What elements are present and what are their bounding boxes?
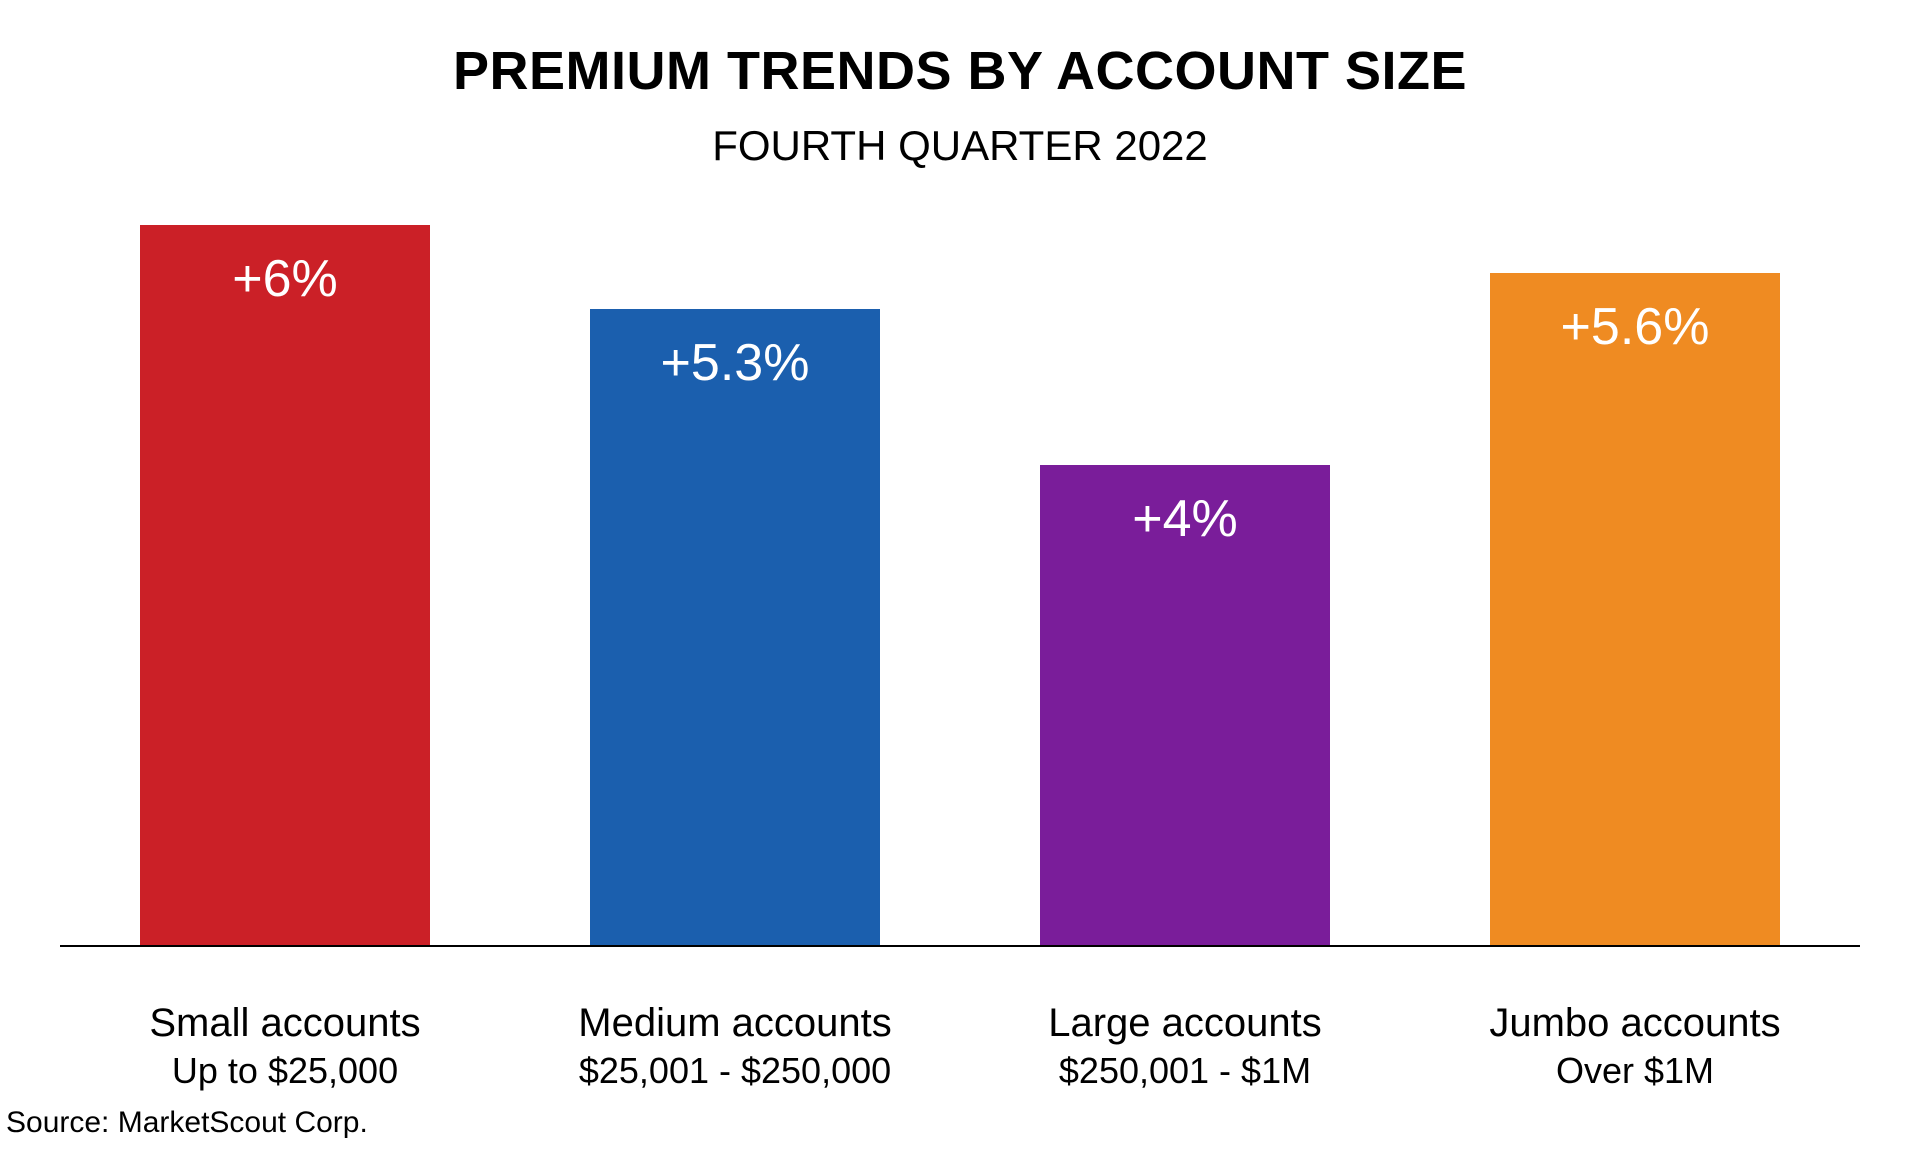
category-label: Medium accounts$25,001 - $250,000 <box>510 981 960 1092</box>
bar: +5.3% <box>590 309 880 945</box>
category-name: Jumbo accounts <box>1410 1001 1860 1046</box>
bar-value-label: +5.6% <box>1490 297 1780 357</box>
chart-container: PREMIUM TRENDS BY ACCOUNT SIZE FOURTH QU… <box>0 0 1920 1152</box>
bars-group: +6% +5.3% +4% +5.6% <box>60 225 1860 945</box>
plot-area: +6% +5.3% +4% +5.6% <box>60 225 1860 947</box>
bar-slot: +6% <box>60 225 510 945</box>
chart-subtitle: FOURTH QUARTER 2022 <box>0 122 1920 170</box>
bar-value-label: +4% <box>1040 489 1330 549</box>
chart-title: PREMIUM TRENDS BY ACCOUNT SIZE <box>0 40 1920 102</box>
bar-slot: +4% <box>960 225 1410 945</box>
bar: +5.6% <box>1490 273 1780 945</box>
bar: +6% <box>140 225 430 945</box>
category-name: Large accounts <box>960 1001 1410 1046</box>
bar-slot: +5.6% <box>1410 225 1860 945</box>
category-name: Small accounts <box>60 1001 510 1046</box>
category-range: Over $1M <box>1410 1050 1860 1092</box>
category-label: Small accountsUp to $25,000 <box>60 981 510 1092</box>
category-range: Up to $25,000 <box>60 1050 510 1092</box>
category-label: Large accounts$250,001 - $1M <box>960 981 1410 1092</box>
bar-value-label: +5.3% <box>590 333 880 393</box>
category-labels: Small accountsUp to $25,000Medium accoun… <box>60 981 1860 1092</box>
category-range: $25,001 - $250,000 <box>510 1050 960 1092</box>
category-label: Jumbo accountsOver $1M <box>1410 981 1860 1092</box>
bar-slot: +5.3% <box>510 225 960 945</box>
bar: +4% <box>1040 465 1330 945</box>
bar-value-label: +6% <box>140 249 430 309</box>
category-range: $250,001 - $1M <box>960 1050 1410 1092</box>
source-text: Source: MarketScout Corp. <box>6 1106 368 1140</box>
category-name: Medium accounts <box>510 1001 960 1046</box>
